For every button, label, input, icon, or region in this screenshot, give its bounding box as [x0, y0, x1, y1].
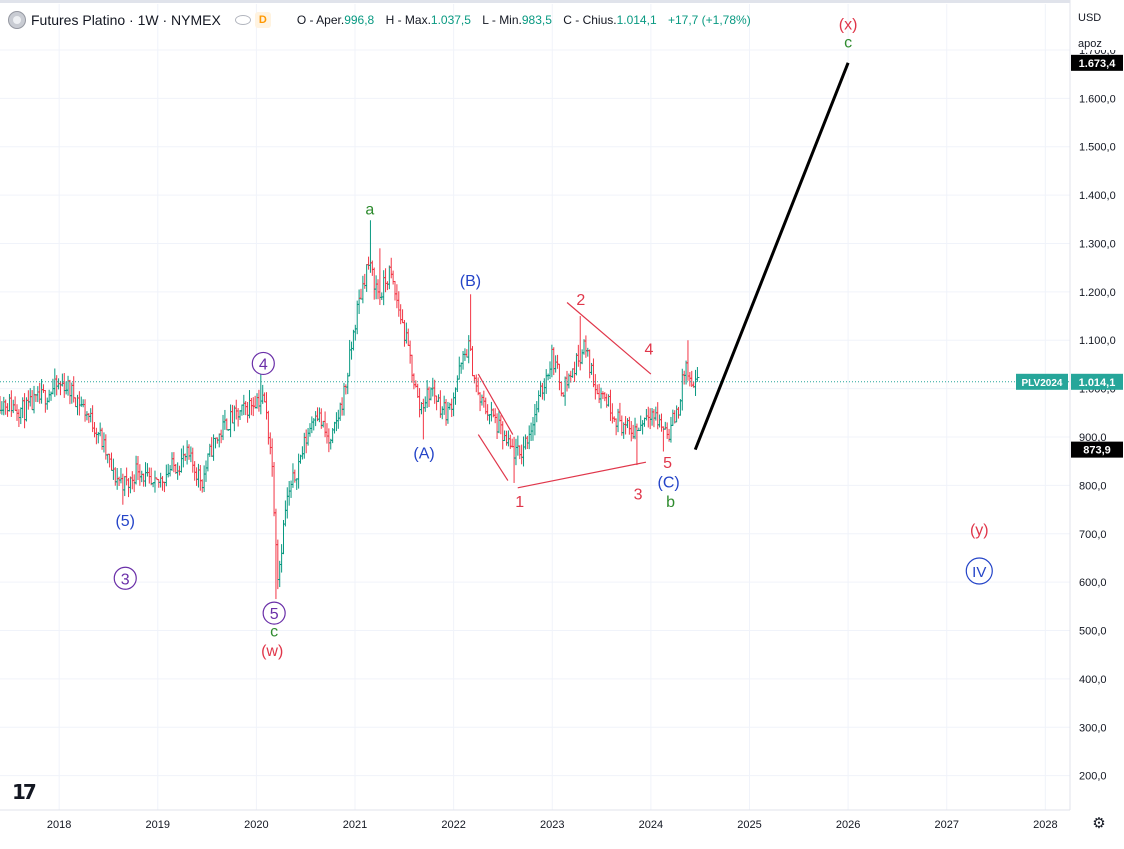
close-label: C - Chius.: [563, 13, 617, 27]
wave-label: b: [666, 494, 675, 511]
wave-label-circle: [113, 566, 137, 590]
y-tick-label: 300,0: [1079, 722, 1107, 734]
scale-mode-selector[interactable]: apoz: [1074, 38, 1118, 50]
open-label: O - Aper.: [296, 13, 345, 27]
wave-label: 4: [259, 356, 268, 373]
x-tick-label: 2025: [737, 819, 761, 831]
wave-label: (y): [970, 522, 989, 539]
wave-label: a: [365, 202, 374, 219]
time-axis-bg: [0, 810, 1124, 849]
x-tick-label: 2022: [441, 819, 465, 831]
y-tick-label: 1.100,0: [1079, 335, 1116, 347]
currency-selector[interactable]: USD: [1074, 12, 1118, 24]
x-tick-label: 2023: [540, 819, 564, 831]
wave-label: c: [270, 624, 278, 641]
tradingview-logo-icon[interactable]: 17: [12, 780, 37, 804]
x-tick-label: 2028: [1033, 819, 1057, 831]
wave-label: IV: [972, 564, 986, 581]
low-value: 983,5: [521, 13, 552, 27]
x-tick-label: 2024: [639, 819, 663, 831]
price-badge: [1071, 373, 1123, 390]
y-tick-label: 1.200,0: [1079, 287, 1116, 299]
y-tick-label: 400,0: [1079, 674, 1107, 686]
visibility-icon[interactable]: [234, 15, 251, 25]
wave-label: (x): [839, 16, 858, 33]
x-tick-label: 2020: [244, 819, 268, 831]
y-tick-label: 1.300,0: [1079, 238, 1116, 250]
change-value: +17,7 (+1,78%): [667, 13, 751, 27]
delayed-data-badge[interactable]: D: [254, 12, 271, 28]
price-badge-label: 1.014,1: [1079, 377, 1116, 389]
y-tick-label: 1.600,0: [1079, 93, 1116, 105]
y-tick-label: 800,0: [1079, 480, 1107, 492]
x-tick-label: 2027: [934, 819, 958, 831]
wave-label: 3: [634, 487, 643, 504]
wave-trend-line: [477, 434, 509, 481]
price-bars-layer: [0, 220, 700, 600]
wave-trend-line: [517, 461, 647, 489]
x-tick-label: 2019: [146, 819, 170, 831]
wave-trend-line: [566, 302, 652, 375]
settings-gear-icon[interactable]: ⚙: [1092, 815, 1106, 832]
wave-trend-line: [477, 373, 514, 435]
high-label: H - Max.: [385, 13, 431, 27]
low-label: L - Min.: [482, 13, 522, 27]
wave-lines-layer: [0, 62, 1070, 489]
projection-line: [693, 62, 850, 451]
wave-label: (C): [658, 475, 680, 492]
ohlc-bar: [152, 470, 157, 493]
symbol-tag: [1016, 373, 1068, 390]
top-border: [0, 0, 1124, 3]
y-tick-label: 700,0: [1079, 529, 1107, 541]
price-badge: [1071, 54, 1123, 71]
open-value: 996,8: [344, 13, 375, 27]
wave-label: 5: [270, 606, 279, 623]
wave-label: 4: [644, 341, 653, 358]
x-tick-label: 2018: [47, 819, 71, 831]
y-tick-label: 1.500,0: [1079, 142, 1116, 154]
wave-label: (w): [261, 643, 283, 660]
y-tick-label: 200,0: [1079, 771, 1107, 783]
x-tick-label: 2026: [836, 819, 860, 831]
wave-label: 1: [515, 494, 524, 511]
y-tick-label: 600,0: [1079, 577, 1107, 589]
price-badge-label: 873,9: [1083, 445, 1111, 457]
wave-label: 5: [663, 455, 672, 472]
y-tick-label: 500,0: [1079, 626, 1107, 638]
platinum-logo-icon: [8, 11, 26, 29]
y-tick-label: 900,0: [1079, 432, 1107, 444]
grid-layer: [0, 4, 1070, 810]
wave-label: (5): [115, 513, 135, 530]
price-badge-label: 1.673,4: [1079, 58, 1117, 70]
wave-label: 2: [576, 292, 585, 309]
wave-label-circle: [965, 557, 993, 585]
ohlc-bar: [695, 367, 700, 382]
wave-label-circle: [251, 351, 275, 376]
symbol-title: Futures Platino · 1W · NYMEX: [31, 12, 221, 28]
price-badge: [1071, 441, 1123, 458]
wave-label: c: [844, 34, 852, 51]
ohlc-values: O - Aper.996,8 H - Max.1.037,5 L - Min.9…: [297, 13, 759, 27]
price-axis-bg: [1070, 0, 1124, 849]
wave-label: 3: [121, 571, 130, 588]
wave-label: (A): [413, 445, 434, 462]
wave-label-circle: [262, 601, 286, 625]
symbol-legend[interactable]: Futures Platino · 1W · NYMEX D O - Aper.…: [8, 10, 759, 30]
x-tick-label: 2021: [343, 819, 367, 831]
wave-label: (B): [460, 273, 481, 290]
high-value: 1.037,5: [430, 13, 471, 27]
y-tick-label: 1.400,0: [1079, 190, 1116, 202]
close-value: 1.014,1: [616, 13, 657, 27]
symbol-tag-label: PLV2024: [1022, 378, 1063, 389]
